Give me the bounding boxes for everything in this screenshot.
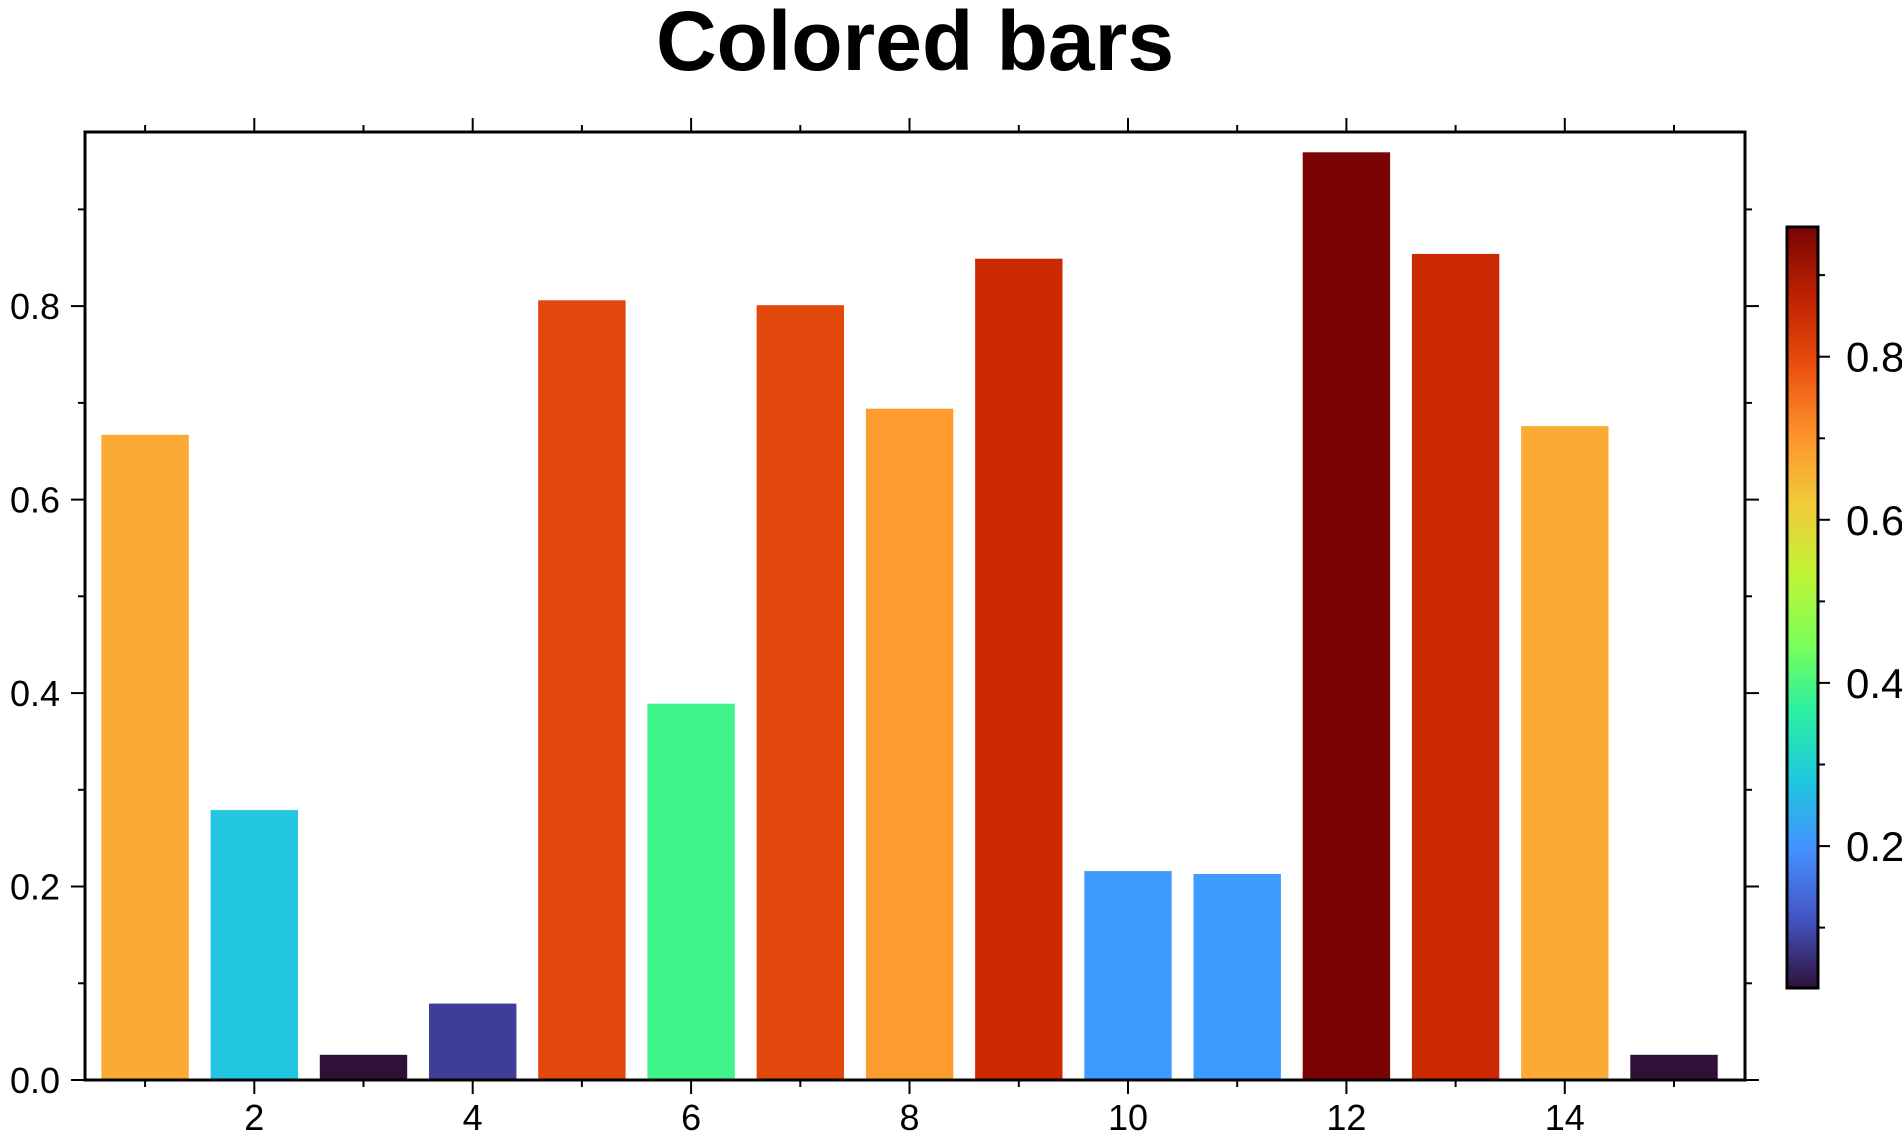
bar-8 (865, 408, 954, 1080)
bar-6 (647, 703, 735, 1080)
bar-12 (1302, 152, 1391, 1081)
y-tick-label: 0.0 (10, 1060, 60, 1101)
x-tick-label: 10 (1108, 1097, 1148, 1138)
x-tick-label: 14 (1545, 1097, 1585, 1138)
y-tick-label: 0.2 (10, 867, 60, 908)
bar-14 (1521, 426, 1609, 1081)
colorbar-tick-label: 0.4 (1846, 660, 1902, 707)
colorbar-tick-label: 0.8 (1846, 334, 1902, 381)
x-tick-label: 8 (899, 1097, 919, 1138)
bar-4 (429, 1003, 517, 1080)
y-tick-label: 0.6 (10, 480, 60, 521)
x-tick-label: 6 (681, 1097, 701, 1138)
bars-layer (101, 152, 1718, 1081)
x-tick-label: 4 (463, 1097, 483, 1138)
bar-3 (319, 1054, 408, 1080)
axes-layer: 2 4 6 8 10 12 14 0.0 0.2 0.4 0.6 0.8 (10, 118, 1759, 1138)
bar-9 (975, 258, 1063, 1080)
y-tick-label: 0.4 (10, 673, 60, 714)
bar-1 (101, 434, 189, 1080)
colorbar: 0.2 0.4 0.6 0.8 (1785, 225, 1902, 990)
bar-7 (756, 305, 844, 1080)
x-tick-label: 12 (1326, 1097, 1366, 1138)
colorbar-gradient (1785, 225, 1820, 990)
bar-10 (1084, 871, 1172, 1080)
colorbar-tick-label: 0.2 (1846, 823, 1902, 870)
x-tick-label: 2 (244, 1097, 264, 1138)
plot-frame (83, 130, 1747, 1082)
y-tick-label: 0.8 (10, 286, 60, 327)
bar-5 (538, 300, 626, 1080)
chart-title: Colored bars (656, 0, 1174, 88)
bar-13 (1411, 253, 1500, 1080)
bar-2 (210, 810, 298, 1080)
colorbar-tick-label: 0.6 (1846, 497, 1902, 544)
bar-11 (1193, 874, 1281, 1080)
bar-15 (1630, 1054, 1718, 1080)
